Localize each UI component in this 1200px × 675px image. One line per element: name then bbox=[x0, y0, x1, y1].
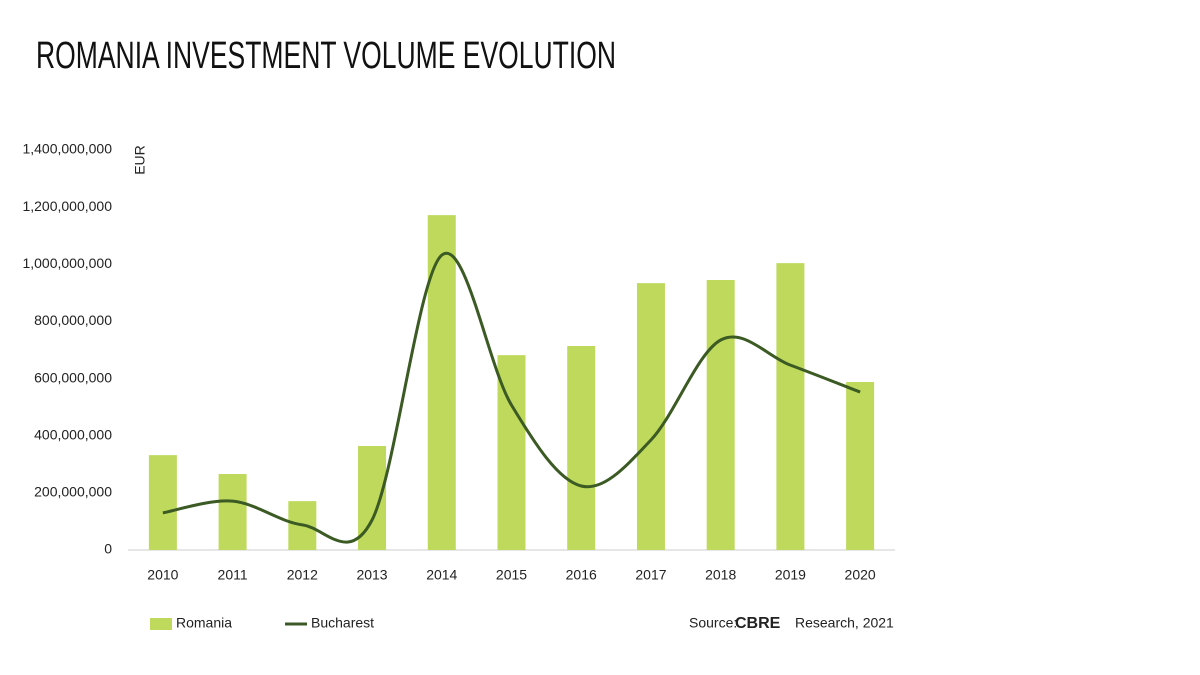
y-tick-label: 600,000,000 bbox=[34, 369, 112, 385]
x-tick-label: 2019 bbox=[775, 567, 806, 583]
y-tick-label: 1,200,000,000 bbox=[22, 198, 112, 214]
y-tick-label: 400,000,000 bbox=[34, 426, 112, 442]
x-tick-label: 2013 bbox=[356, 567, 387, 583]
y-tick-label: 1,000,000,000 bbox=[22, 255, 112, 271]
y-tick-label: 0 bbox=[104, 541, 112, 557]
source-prefix: Source: bbox=[689, 615, 737, 631]
x-tick-label: 2015 bbox=[496, 567, 527, 583]
bar bbox=[427, 215, 456, 550]
x-tick-label: 2018 bbox=[705, 567, 736, 583]
legend-swatch bbox=[150, 618, 172, 630]
y-tick-label: 800,000,000 bbox=[34, 312, 112, 328]
bar bbox=[636, 283, 665, 550]
line bbox=[162, 251, 861, 544]
source-suffix: Research, 2021 bbox=[795, 615, 894, 631]
bar bbox=[706, 280, 735, 550]
x-tick-label: 2012 bbox=[287, 567, 318, 583]
legend-label: Bucharest bbox=[311, 615, 374, 631]
x-tick-label: 2017 bbox=[635, 567, 666, 583]
x-tick-label: 2016 bbox=[566, 567, 597, 583]
y-axis-label: EUR bbox=[132, 145, 148, 175]
bar bbox=[776, 263, 805, 550]
x-tick-label: 2011 bbox=[218, 567, 248, 583]
x-tick-label: 2010 bbox=[147, 567, 178, 583]
x-tick-label: 2014 bbox=[426, 567, 457, 583]
x-tick-label: 2020 bbox=[845, 567, 876, 583]
bar bbox=[218, 474, 247, 550]
legend-label: Romania bbox=[176, 615, 232, 631]
bar bbox=[148, 455, 177, 550]
y-tick-label: 200,000,000 bbox=[34, 484, 112, 500]
chart-title: ROMANIA INVESTMENT VOLUME EVOLUTION bbox=[36, 35, 616, 77]
y-tick-label: 1,400,000,000 bbox=[22, 141, 112, 157]
bar bbox=[567, 346, 596, 550]
bar bbox=[846, 382, 875, 550]
source-brand: CBRE bbox=[735, 615, 781, 632]
